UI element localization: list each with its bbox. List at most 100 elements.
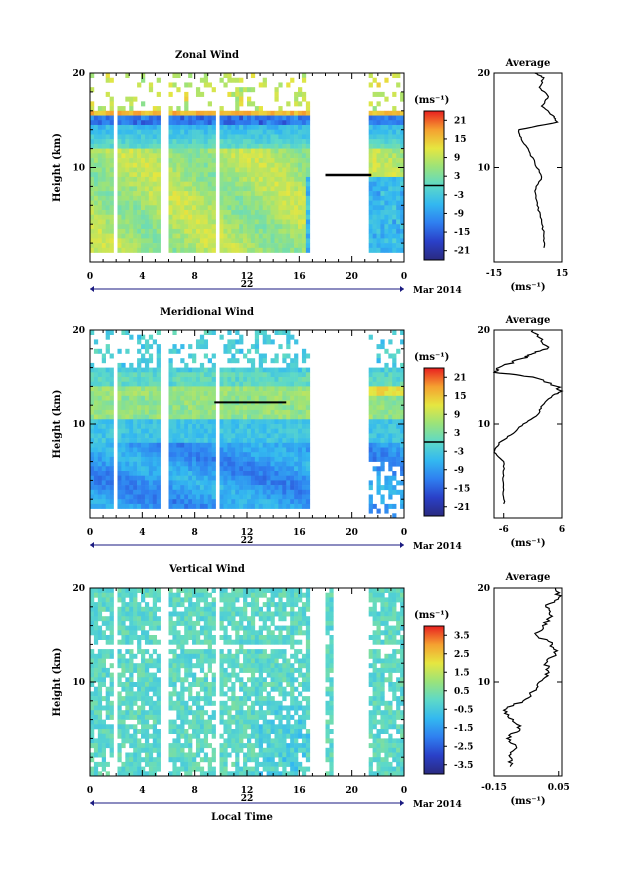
colorbar-tick-label: 15 (454, 392, 467, 402)
profile-x-tick-label: -6 (499, 525, 509, 535)
x-tick-label: 0 (87, 528, 93, 538)
colorbar-tick-label: 3 (454, 429, 460, 439)
date-arrow-right (400, 542, 404, 548)
day-label: 22 (241, 536, 254, 546)
profile-title: Average (505, 572, 551, 583)
colorbar-tick-label: -2.5 (454, 742, 473, 752)
profile-line (492, 329, 564, 505)
profile-line (502, 587, 563, 767)
x-tick-label: 16 (293, 528, 306, 538)
x-tick-label: 4 (139, 272, 145, 282)
profile-x-tick-label: -0.15 (481, 783, 507, 793)
profile-title: Average (505, 315, 551, 326)
colorbar-tick-label: -9 (454, 466, 464, 476)
x-tick-label: 16 (293, 786, 306, 796)
x-tick-label: 0 (87, 786, 93, 796)
x-tick-label: 16 (293, 272, 306, 282)
colorbar-tick-label: -3 (454, 191, 464, 201)
x-tick-label: 4 (139, 528, 145, 538)
y-tick-label: 20 (72, 584, 85, 594)
y-tick-label: 10 (72, 420, 85, 430)
x-tick-label: 0 (401, 272, 407, 282)
date-arrow-right (400, 800, 404, 806)
profile-x-tick-label: -15 (486, 269, 502, 279)
y-tick-label: 20 (72, 326, 85, 336)
colorbar-unit: (ms⁻¹) (414, 610, 449, 621)
colorbar-tick-label: -1.5 (454, 724, 473, 734)
date-arrow-left (90, 800, 94, 806)
y-axis-label: Height (km) (52, 648, 63, 717)
panel-zonal: Zonal Wind 10 20 Height (km) 0 4 8 12 16 20 0 22 Mar… (52, 50, 568, 296)
heatmap (90, 330, 405, 519)
x-axis-label: Local Time (211, 812, 273, 823)
x-tick-label: 4 (139, 786, 145, 796)
panel-title: Zonal Wind (175, 50, 239, 61)
colorbar-tick-label: -3 (454, 447, 464, 457)
colorbar-unit: (ms⁻¹) (414, 95, 449, 106)
day-label: 22 (241, 794, 254, 804)
x-tick-label: 0 (401, 786, 407, 796)
colorbar-tick-label: 9 (454, 410, 460, 420)
profile-line (517, 72, 559, 248)
colorbar (423, 625, 445, 775)
panel-vertical: Vertical Wind 10 20 Height (km) 0 4 8 12 16 20 0 22… (52, 564, 570, 823)
profile-unit: (ms⁻¹) (510, 796, 545, 807)
profile-y-tick-label: 20 (477, 326, 490, 336)
colorbar-tick-label: -3.5 (454, 761, 473, 771)
colorbar-tick-label: 3.5 (454, 631, 470, 641)
colorbar-tick-label: 21 (454, 116, 467, 126)
x-tick-label: 20 (345, 272, 358, 282)
profile-y-tick-label: 20 (477, 584, 490, 594)
x-tick-label: 8 (192, 786, 198, 796)
x-tick-label: 12 (241, 528, 254, 538)
colorbar-tick-label: -0.5 (454, 705, 473, 715)
x-tick-label: 0 (401, 528, 407, 538)
profile-x-tick-label: 15 (556, 269, 569, 279)
month-label: Mar 2014 (413, 800, 462, 810)
profile-x-tick-label: 0.05 (548, 783, 570, 793)
colorbar-tick-label: -21 (454, 503, 470, 513)
profile-unit: (ms⁻¹) (510, 538, 545, 549)
panel-title: Meridional Wind (160, 307, 254, 318)
y-tick-label: 10 (72, 164, 85, 174)
profile-frame (493, 72, 563, 263)
profile-x-tick-label: 6 (559, 525, 565, 535)
colorbar-tick-label: 9 (454, 154, 460, 164)
profile-y-tick-label: 20 (477, 69, 490, 79)
colorbar-tick-label: 1.5 (454, 668, 470, 678)
colorbar-tick-label: 0.5 (454, 687, 470, 697)
month-label: Mar 2014 (413, 286, 462, 296)
x-tick-label: 8 (192, 528, 198, 538)
y-tick-label: 10 (72, 678, 85, 688)
colorbar-tick-label: -15 (454, 228, 470, 238)
heatmap (90, 73, 405, 253)
colorbar-unit: (ms⁻¹) (414, 352, 449, 363)
date-arrow-left (90, 542, 94, 548)
colorbar-tick-label: -9 (454, 209, 464, 219)
profile-unit: (ms⁻¹) (510, 282, 545, 293)
heatmap (90, 588, 405, 777)
x-tick-label: 20 (345, 786, 358, 796)
y-axis-label: Height (km) (52, 390, 63, 459)
colorbar-tick-label: 2.5 (454, 650, 470, 660)
x-tick-label: 0 (87, 272, 93, 282)
panel-meridional: Meridional Wind 10 20 Height (km) 0 4 8 12 16 20 0… (52, 307, 565, 552)
date-arrow-left (90, 286, 94, 292)
profile-title: Average (505, 58, 551, 69)
day-label: 22 (241, 280, 254, 290)
colorbar-tick-label: -21 (454, 247, 470, 257)
colorbar-tick-label: 21 (454, 373, 467, 383)
panel-title: Vertical Wind (168, 564, 245, 575)
colorbar-tick-label: -15 (454, 484, 470, 494)
profile-y-tick-label: 10 (477, 420, 490, 430)
date-arrow-right (400, 286, 404, 292)
x-tick-label: 12 (241, 272, 254, 282)
y-axis-label: Height (km) (52, 133, 63, 202)
colorbar-tick-label: 15 (454, 135, 467, 145)
colorbar-tick-label: 3 (454, 172, 460, 182)
y-tick-label: 20 (72, 69, 85, 79)
profile-y-tick-label: 10 (477, 164, 490, 174)
month-label: Mar 2014 (413, 542, 462, 552)
x-tick-label: 20 (345, 528, 358, 538)
